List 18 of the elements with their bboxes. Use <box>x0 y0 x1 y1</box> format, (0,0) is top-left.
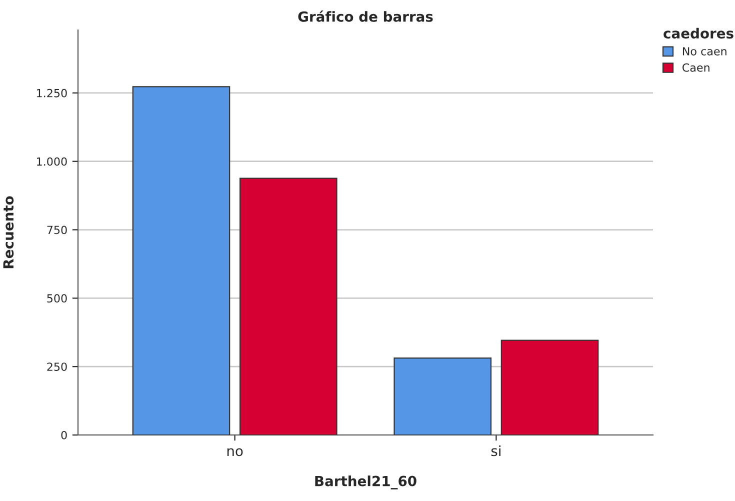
y-axis-title: Recuento <box>3 196 14 268</box>
bar <box>132 86 230 435</box>
y-tick-label: 0 <box>61 430 67 440</box>
x-axis-title: Barthel21_60 <box>315 476 416 490</box>
bar <box>394 358 492 435</box>
legend-label: Caen <box>682 63 710 72</box>
y-tick-label: 250 <box>47 362 67 371</box>
legend-title: caedores <box>664 28 734 39</box>
y-tick-label: 1.000 <box>36 157 67 166</box>
y-tick-label: 750 <box>47 226 67 234</box>
y-tick-label: 1.250 <box>36 88 67 98</box>
x-tick-label: no <box>227 448 243 456</box>
bar <box>500 340 599 435</box>
bar <box>239 178 338 435</box>
chart-title: Gráfico de barras <box>298 10 433 22</box>
y-tick-label: 500 <box>47 294 67 303</box>
x-tick-label: si <box>491 445 500 456</box>
legend-label: No caen <box>682 47 726 56</box>
